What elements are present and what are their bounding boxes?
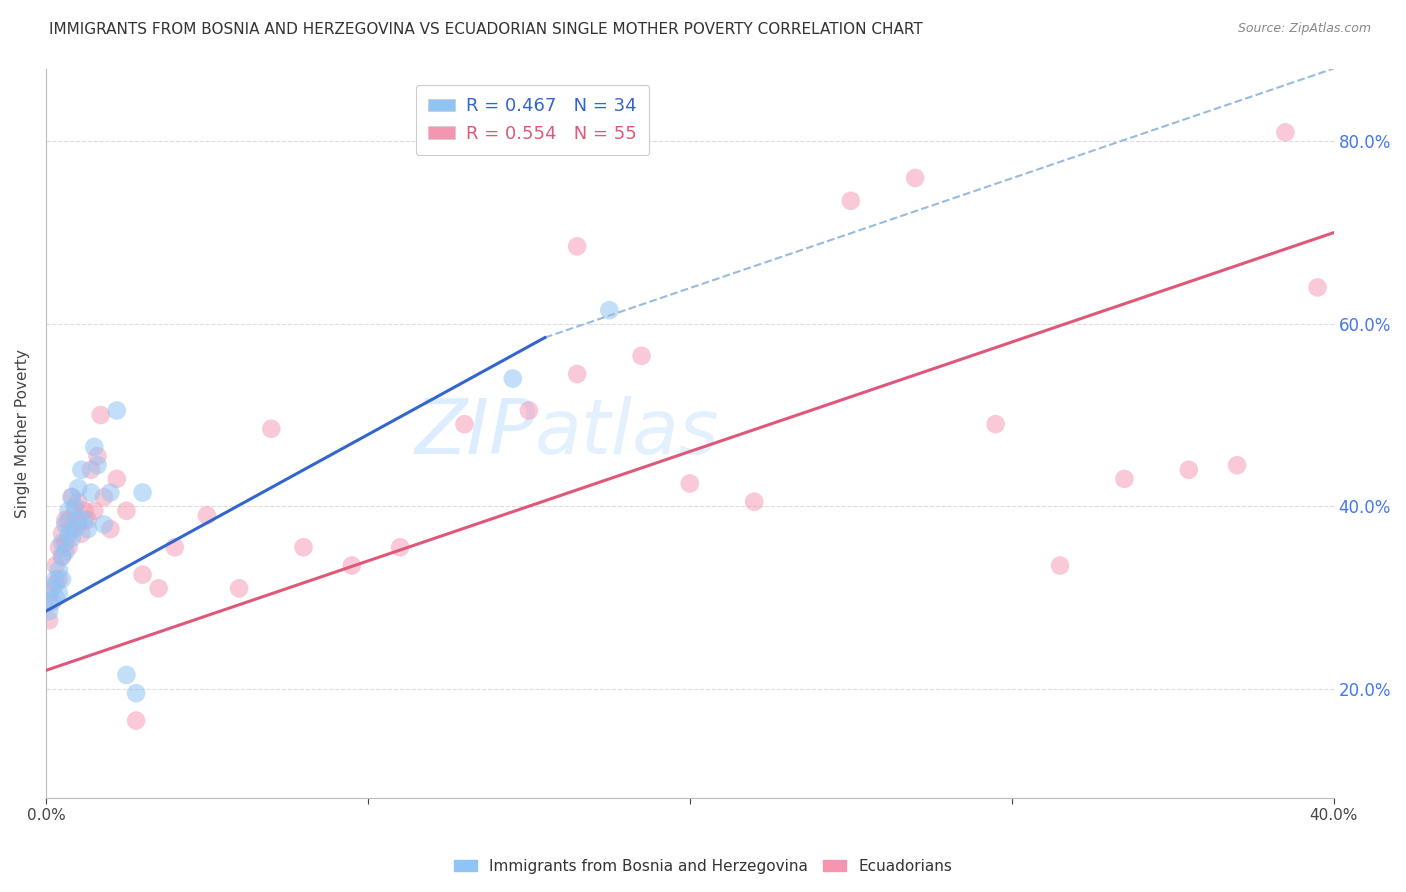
Point: [1306, 280, 1329, 294]
Point: [60, 522, 83, 536]
Point: [48, 563, 70, 577]
Point: [565, 239, 588, 253]
Point: [80, 485, 103, 500]
Point: [131, 485, 153, 500]
Point: [340, 558, 363, 573]
Point: [48, 572, 70, 586]
Point: [45, 558, 67, 573]
Point: [48, 541, 70, 555]
Point: [53, 513, 76, 527]
Point: [93, 517, 115, 532]
Point: [1114, 472, 1136, 486]
Text: atlas: atlas: [536, 396, 720, 470]
Point: [60, 490, 83, 504]
Point: [80, 463, 103, 477]
Point: [86, 458, 108, 473]
Point: [45, 572, 67, 586]
Point: [58, 504, 80, 518]
Point: [93, 490, 115, 504]
Point: [502, 371, 524, 385]
Text: IMMIGRANTS FROM BOSNIA AND HERZEGOVINA VS ECUADORIAN SINGLE MOTHER POVERTY CORRE: IMMIGRANTS FROM BOSNIA AND HERZEGOVINA V…: [49, 22, 922, 37]
Text: Source: ZipAtlas.com: Source: ZipAtlas.com: [1237, 22, 1371, 36]
Point: [1226, 458, 1249, 473]
Point: [125, 686, 148, 700]
Point: [38, 586, 60, 600]
Point: [58, 526, 80, 541]
Point: [679, 476, 702, 491]
Text: ZIP: ZIP: [415, 396, 536, 470]
Point: [73, 513, 96, 527]
Point: [76, 522, 98, 536]
Point: [98, 485, 121, 500]
Point: [60, 490, 83, 504]
Point: [51, 572, 73, 586]
Point: [53, 545, 76, 559]
Point: [63, 500, 86, 514]
Point: [60, 531, 83, 545]
Point: [53, 517, 76, 532]
Point: [115, 504, 138, 518]
Point: [41, 582, 63, 596]
Point: [292, 541, 315, 555]
Point: [67, 494, 90, 508]
Y-axis label: Single Mother Poverty: Single Mother Poverty: [15, 349, 30, 517]
Point: [148, 582, 170, 596]
Point: [1274, 125, 1296, 139]
Point: [41, 595, 63, 609]
Point: [38, 595, 60, 609]
Point: [565, 367, 588, 381]
Point: [67, 481, 90, 495]
Point: [86, 449, 108, 463]
Point: [163, 541, 186, 555]
Point: [70, 463, 93, 477]
Point: [48, 586, 70, 600]
Point: [83, 440, 105, 454]
Point: [38, 613, 60, 627]
Point: [105, 403, 128, 417]
Point: [83, 504, 105, 518]
Point: [58, 541, 80, 555]
Point: [1049, 558, 1071, 573]
Point: [45, 591, 67, 605]
Point: [228, 582, 250, 596]
Point: [51, 535, 73, 549]
Point: [630, 349, 652, 363]
Point: [131, 567, 153, 582]
Point: [45, 576, 67, 591]
Point: [839, 194, 862, 208]
Point: [105, 472, 128, 486]
Point: [260, 422, 283, 436]
Point: [67, 517, 90, 532]
Point: [51, 549, 73, 564]
Point: [1178, 463, 1201, 477]
Point: [98, 522, 121, 536]
Point: [63, 504, 86, 518]
Point: [90, 408, 112, 422]
Point: [58, 513, 80, 527]
Point: [73, 504, 96, 518]
Point: [125, 714, 148, 728]
Point: [51, 526, 73, 541]
Point: [115, 668, 138, 682]
Point: [389, 541, 412, 555]
Point: [51, 549, 73, 564]
Point: [984, 417, 1007, 432]
Point: [76, 513, 98, 527]
Legend: Immigrants from Bosnia and Herzegovina, Ecuadorians: Immigrants from Bosnia and Herzegovina, …: [447, 853, 959, 880]
Point: [63, 522, 86, 536]
Point: [53, 535, 76, 549]
Point: [70, 526, 93, 541]
Point: [598, 303, 620, 318]
Point: [904, 170, 927, 185]
Legend: R = 0.467   N = 34, R = 0.554   N = 55: R = 0.467 N = 34, R = 0.554 N = 55: [416, 85, 650, 155]
Point: [453, 417, 475, 432]
Point: [742, 494, 765, 508]
Point: [38, 604, 60, 618]
Point: [517, 403, 540, 417]
Point: [67, 513, 90, 527]
Point: [195, 508, 218, 523]
